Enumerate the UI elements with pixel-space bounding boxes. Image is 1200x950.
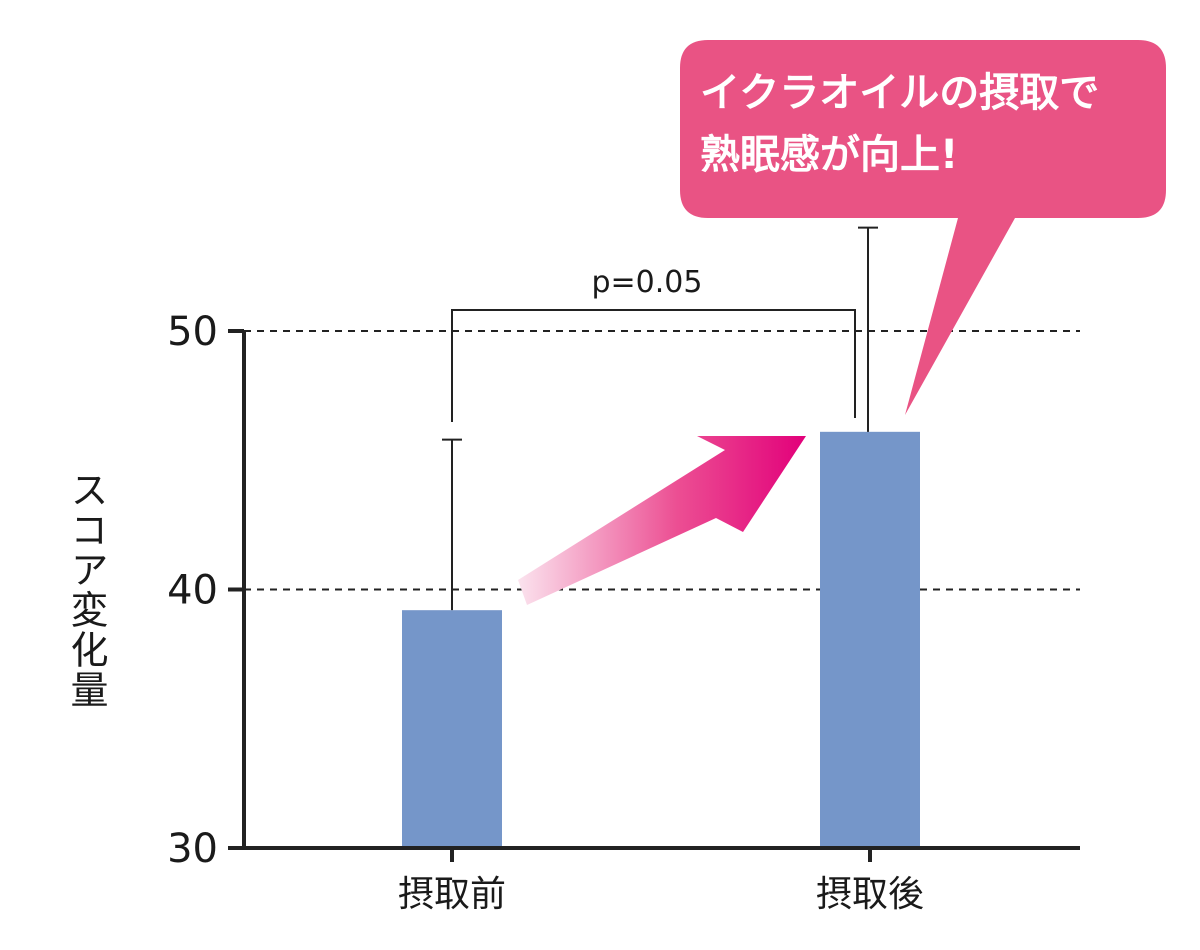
bar-0 (402, 610, 502, 848)
significance-bracket (451, 309, 856, 422)
y-axis-label: スコア変化量 (64, 470, 108, 710)
y-tick-label-40: 40 (167, 568, 218, 614)
p-value-label: p=0.05 (592, 265, 703, 300)
x-tick-label-0: 摂取前 (398, 874, 506, 915)
increase-arrow (518, 436, 806, 605)
bar-1 (820, 431, 920, 848)
x-tick-label-1: 摂取後 (816, 874, 924, 915)
callout-text: イクラオイルの摂取で 熟眠感が向上! (700, 70, 1100, 178)
y-tick-label-30: 30 (167, 826, 218, 872)
y-tick-label-50: 50 (167, 309, 218, 355)
callout-bubble (680, 40, 1166, 415)
